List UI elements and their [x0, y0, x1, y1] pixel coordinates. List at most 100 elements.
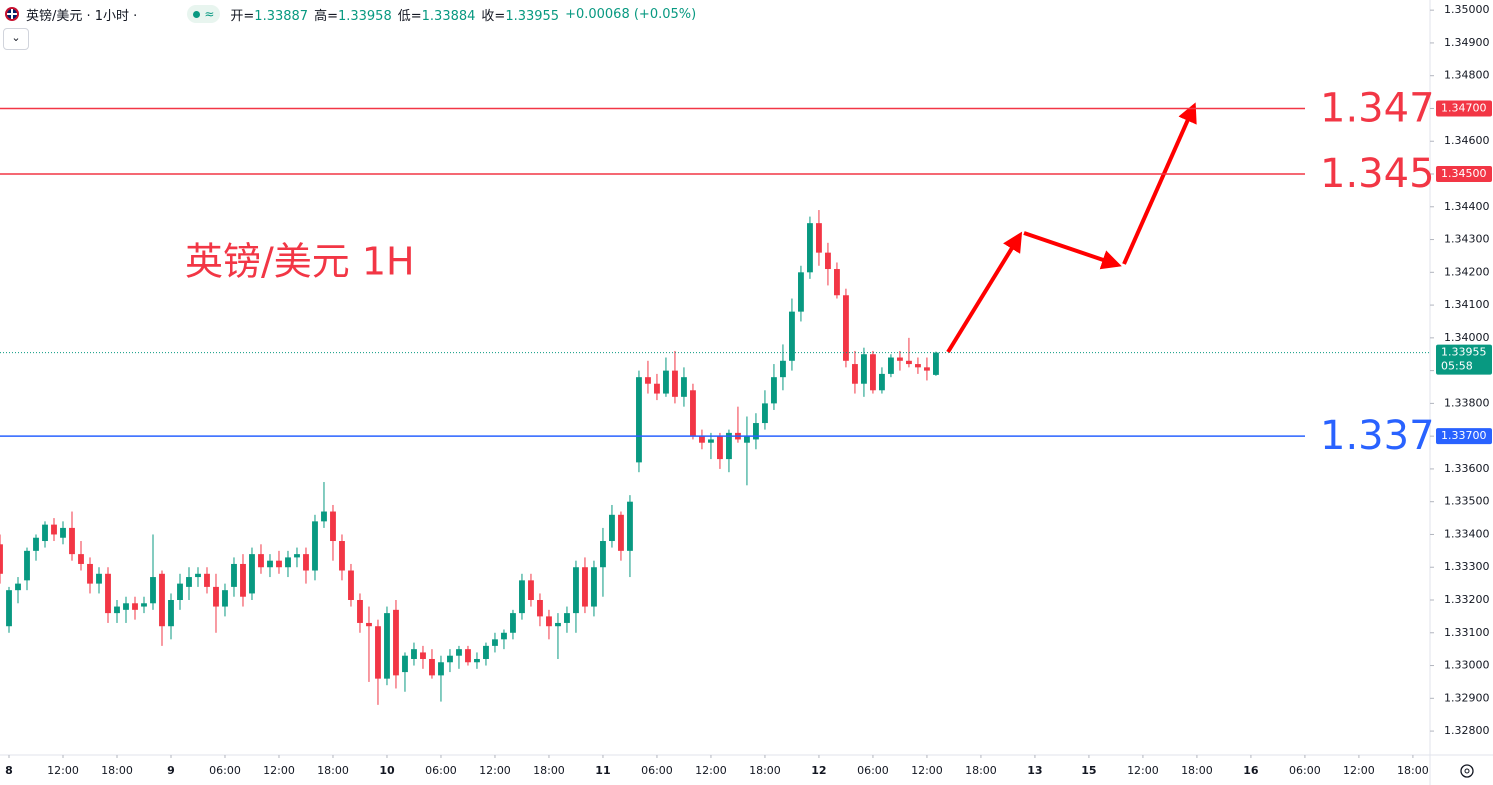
status-badge[interactable]: ≈	[187, 5, 221, 23]
x-tick-label: 9	[167, 764, 175, 777]
level-tag	[1436, 428, 1492, 445]
y-tick-label: 1.34000	[1444, 331, 1490, 344]
candle-body	[33, 537, 39, 551]
x-tick-label: 12:00	[1343, 764, 1375, 777]
y-tick-label: 1.35000	[1444, 3, 1490, 16]
candle-body	[753, 423, 759, 440]
x-tick-label: 18:00	[749, 764, 781, 777]
candle-body	[24, 550, 30, 581]
candle-body	[456, 649, 462, 656]
candle-body	[15, 583, 21, 591]
level-tag-label: 1.34700	[1441, 101, 1487, 114]
candle-body	[366, 622, 372, 627]
candle-body	[6, 590, 12, 627]
candle-body	[780, 360, 786, 378]
last-price-tag	[1436, 344, 1492, 375]
y-tick-label: 1.32800	[1444, 724, 1490, 737]
candle-body	[321, 511, 327, 522]
candle-body	[276, 560, 282, 568]
y-tick-label: 1.34900	[1444, 36, 1490, 49]
candle-body	[267, 560, 273, 568]
x-tick-label: 8	[5, 764, 13, 777]
ohlc-label: 高=	[314, 8, 338, 24]
candle-body	[708, 439, 714, 443]
level-label: 1.345	[1320, 151, 1435, 197]
candle-body	[501, 632, 507, 640]
candle-body	[771, 377, 777, 404]
candle-body	[105, 573, 111, 614]
x-tick-label: 12	[811, 764, 826, 777]
last-price-label: 1.33955	[1441, 346, 1487, 359]
candle-body	[681, 377, 687, 397]
arrow	[1122, 102, 1197, 265]
collapse-button[interactable]: ⌄	[3, 28, 29, 50]
x-tick-label: 12:00	[263, 764, 295, 777]
candle-body	[483, 645, 489, 659]
x-tick-label: 18:00	[101, 764, 133, 777]
candle-body	[690, 390, 696, 437]
y-tick-label: 1.33500	[1444, 495, 1490, 508]
candle-body	[906, 360, 912, 365]
candle-body	[870, 354, 876, 391]
candle-body	[96, 573, 102, 584]
candle-body	[69, 527, 75, 555]
candle-body	[582, 567, 588, 607]
candle-body	[60, 527, 66, 538]
candle-body	[384, 613, 390, 679]
candle-body	[411, 649, 417, 659]
ohlc-label: 低=	[397, 8, 422, 24]
x-tick-label: 16	[1243, 764, 1259, 777]
level-tag	[1436, 166, 1492, 183]
candle-body	[285, 557, 291, 568]
y-tick-label: 1.33200	[1444, 593, 1490, 606]
candle-body	[798, 272, 804, 312]
ohlc-value: 1.33884	[421, 8, 476, 24]
x-tick-label: 18:00	[317, 764, 349, 777]
candle-body	[141, 603, 147, 607]
y-tick-label: 1.33800	[1444, 396, 1490, 409]
candle-body	[204, 573, 210, 587]
candle-body	[897, 357, 903, 361]
y-tick-label: 1.34200	[1444, 265, 1490, 278]
x-tick-label: 18:00	[1397, 764, 1429, 777]
settings-icon-dot	[1464, 768, 1470, 774]
ohlc-value: 1.33955	[505, 8, 560, 24]
y-tick-label: 1.33300	[1444, 560, 1490, 573]
y-tick-label: 1.33000	[1444, 659, 1490, 672]
y-tick-label: 1.34300	[1444, 233, 1490, 246]
candle-body	[42, 524, 48, 542]
symbol[interactable]: 英镑/美元 · 1小时 ·	[26, 8, 138, 24]
candle-body	[222, 590, 228, 607]
candle-body	[744, 436, 750, 443]
candle-body	[150, 577, 156, 604]
candle-body	[474, 658, 480, 663]
candle-body	[879, 373, 885, 391]
candle-body	[510, 613, 516, 633]
candle-body	[546, 616, 552, 627]
candle-body	[303, 554, 309, 571]
candle-body	[339, 541, 345, 571]
candle-body	[168, 600, 174, 627]
countdown: 05:58	[1441, 360, 1473, 373]
candle-body	[114, 606, 120, 614]
candle-body	[564, 613, 570, 623]
candle-body	[816, 223, 822, 253]
arrow	[946, 231, 1023, 354]
candle-body	[258, 554, 264, 568]
candle-body	[249, 554, 255, 594]
candle-body	[330, 511, 336, 542]
x-tick-label: 12:00	[47, 764, 79, 777]
y-tick-label: 1.34100	[1444, 298, 1490, 311]
candle-body	[528, 580, 534, 601]
candle-body	[825, 252, 831, 270]
x-tick-label: 06:00	[209, 764, 241, 777]
level-label: 1.347	[1320, 85, 1435, 131]
settings-icon[interactable]	[1460, 764, 1474, 778]
level-tag-label: 1.33700	[1441, 429, 1487, 442]
plot	[0, 210, 939, 705]
y-tick-label: 1.32900	[1444, 691, 1490, 704]
candle-body	[348, 570, 354, 601]
y-tick-label: 1.33100	[1444, 626, 1490, 639]
candle-body	[294, 554, 300, 558]
